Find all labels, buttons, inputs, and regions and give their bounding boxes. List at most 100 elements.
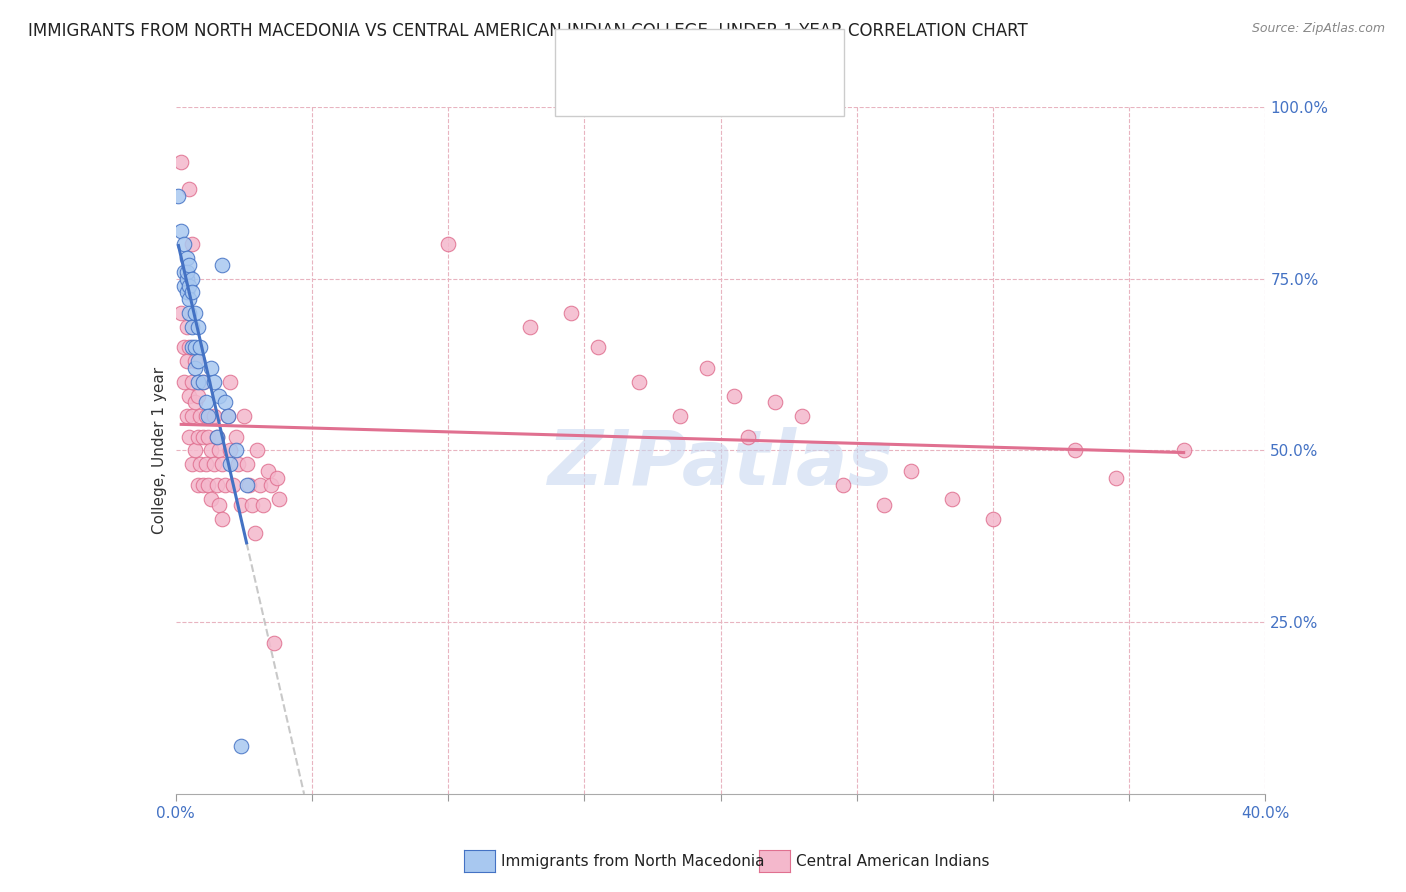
Point bbox=[792, 409, 814, 423]
Point bbox=[191, 375, 214, 389]
Text: Immigrants from North Macedonia: Immigrants from North Macedonia bbox=[501, 855, 763, 869]
Point bbox=[179, 340, 201, 354]
Point bbox=[214, 395, 236, 409]
Point bbox=[188, 409, 211, 423]
Point bbox=[184, 306, 207, 320]
Point bbox=[200, 361, 222, 376]
Text: -0.215: -0.215 bbox=[661, 83, 714, 101]
Point bbox=[202, 409, 225, 423]
Point bbox=[181, 340, 204, 354]
Point bbox=[519, 319, 541, 334]
Point bbox=[211, 258, 233, 272]
Point bbox=[181, 375, 204, 389]
Point bbox=[269, 491, 291, 506]
Point bbox=[176, 409, 198, 423]
Point bbox=[222, 478, 245, 492]
Point bbox=[179, 306, 201, 320]
Point bbox=[179, 278, 201, 293]
Point bbox=[186, 478, 209, 492]
Point bbox=[181, 457, 204, 471]
Point bbox=[208, 499, 231, 513]
Point bbox=[252, 499, 274, 513]
Point bbox=[763, 395, 786, 409]
Point bbox=[173, 237, 195, 252]
Point bbox=[176, 319, 198, 334]
Point bbox=[176, 265, 198, 279]
Point bbox=[170, 306, 193, 320]
Text: Central American Indians: Central American Indians bbox=[796, 855, 990, 869]
Point bbox=[240, 499, 263, 513]
Text: R =: R = bbox=[619, 46, 655, 64]
Point bbox=[200, 443, 222, 458]
Point bbox=[179, 182, 201, 196]
Text: N =: N = bbox=[731, 83, 768, 101]
Point bbox=[246, 443, 269, 458]
Point bbox=[181, 285, 204, 300]
Point bbox=[219, 443, 242, 458]
Point bbox=[214, 478, 236, 492]
Point bbox=[191, 375, 214, 389]
Point bbox=[1104, 471, 1126, 485]
Point bbox=[184, 361, 207, 376]
Point bbox=[225, 430, 247, 444]
Point bbox=[197, 409, 219, 423]
Point bbox=[176, 251, 198, 265]
Point bbox=[235, 457, 257, 471]
Point bbox=[176, 285, 198, 300]
Y-axis label: College, Under 1 year: College, Under 1 year bbox=[152, 367, 167, 534]
Point bbox=[197, 478, 219, 492]
Point bbox=[437, 237, 460, 252]
Point bbox=[191, 478, 214, 492]
Point bbox=[231, 499, 253, 513]
Point bbox=[194, 457, 217, 471]
Point bbox=[219, 375, 242, 389]
Point bbox=[627, 375, 650, 389]
Point bbox=[186, 388, 209, 402]
Point bbox=[217, 409, 239, 423]
Point bbox=[260, 478, 283, 492]
Point bbox=[263, 636, 285, 650]
Point bbox=[737, 430, 759, 444]
Point bbox=[179, 293, 201, 307]
Point bbox=[173, 375, 195, 389]
Point bbox=[186, 354, 209, 368]
Point bbox=[560, 306, 582, 320]
Point bbox=[586, 340, 609, 354]
Text: -0.531: -0.531 bbox=[661, 46, 714, 64]
Point bbox=[184, 443, 207, 458]
Point bbox=[173, 265, 195, 279]
Point bbox=[186, 375, 209, 389]
Text: Source: ZipAtlas.com: Source: ZipAtlas.com bbox=[1251, 22, 1385, 36]
Point bbox=[202, 375, 225, 389]
Point bbox=[184, 395, 207, 409]
Text: R =: R = bbox=[619, 83, 655, 101]
Point bbox=[194, 409, 217, 423]
Point bbox=[238, 478, 260, 492]
Point bbox=[184, 354, 207, 368]
Point bbox=[173, 340, 195, 354]
Point bbox=[219, 457, 242, 471]
Point bbox=[1063, 443, 1085, 458]
Point bbox=[228, 457, 250, 471]
Point bbox=[1173, 443, 1195, 458]
Point bbox=[170, 155, 193, 169]
Point bbox=[179, 258, 201, 272]
Point bbox=[266, 471, 288, 485]
Point bbox=[208, 388, 231, 402]
Point bbox=[243, 525, 266, 540]
Point bbox=[257, 464, 280, 478]
Point bbox=[900, 464, 922, 478]
Point bbox=[170, 224, 193, 238]
Point bbox=[173, 278, 195, 293]
Point bbox=[211, 457, 233, 471]
Point bbox=[200, 491, 222, 506]
Point bbox=[217, 409, 239, 423]
Point bbox=[235, 478, 257, 492]
Point bbox=[181, 409, 204, 423]
Point bbox=[197, 430, 219, 444]
Point bbox=[188, 340, 211, 354]
Text: 38: 38 bbox=[770, 46, 792, 64]
Point bbox=[981, 512, 1004, 526]
Point bbox=[194, 395, 217, 409]
Point bbox=[186, 430, 209, 444]
